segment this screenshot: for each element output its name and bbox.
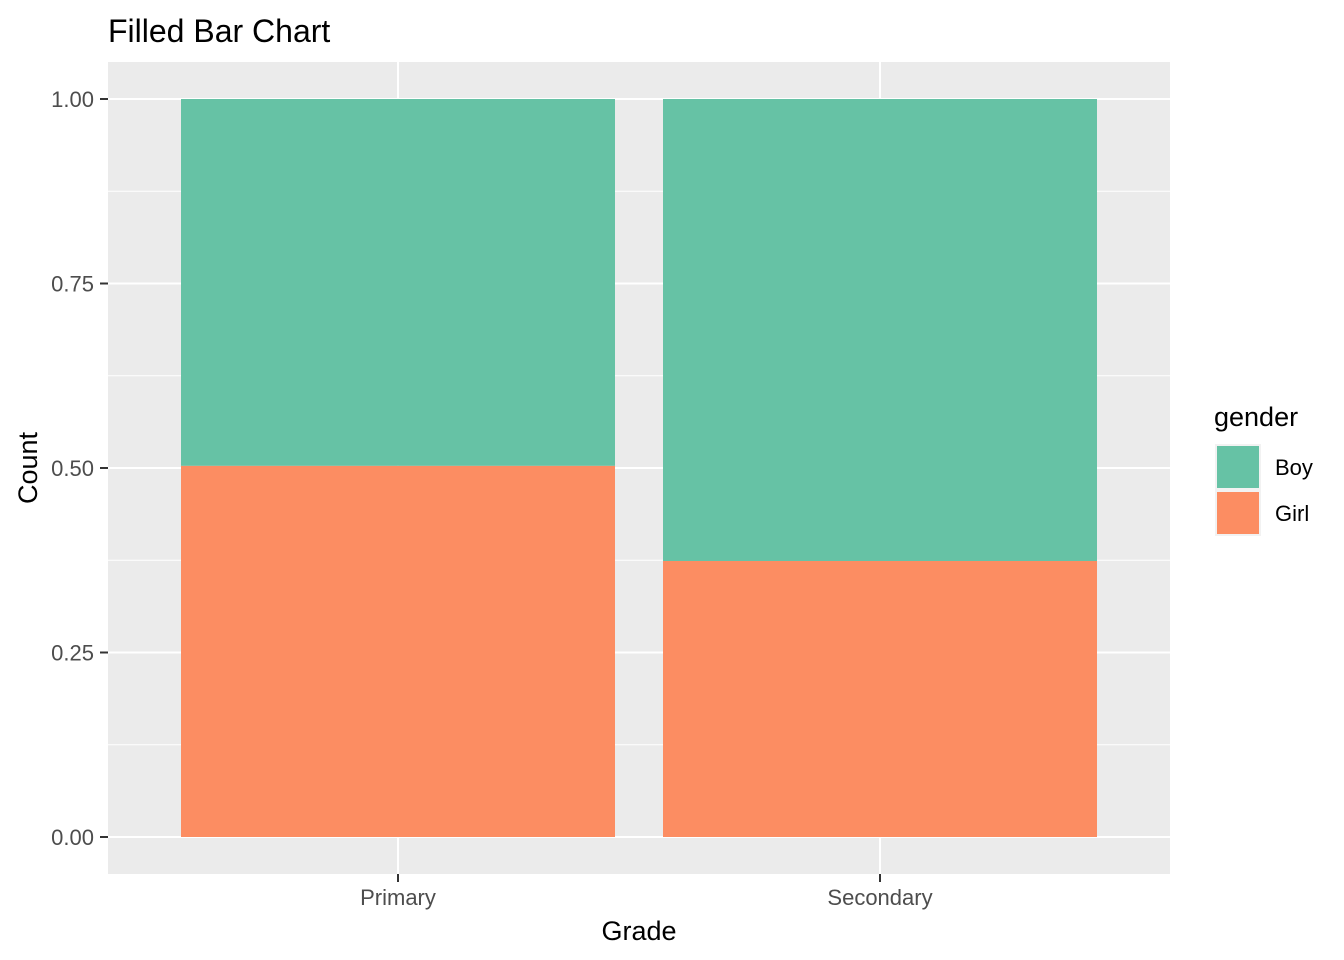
y-tick-label: 1.00 bbox=[51, 87, 94, 112]
x-tick-label-primary: Primary bbox=[360, 885, 436, 910]
y-tick-label: 0.25 bbox=[51, 641, 94, 666]
x-axis: Primary Secondary bbox=[360, 874, 933, 910]
chart-title: Filled Bar Chart bbox=[108, 13, 330, 49]
bar-secondary-boy bbox=[663, 99, 1097, 561]
bar-primary-girl bbox=[181, 465, 615, 837]
bar-secondary-girl bbox=[663, 560, 1097, 837]
legend-swatch-girl bbox=[1217, 492, 1259, 534]
bar-stack-group bbox=[181, 99, 1097, 837]
legend-label-boy: Boy bbox=[1275, 455, 1313, 480]
y-tick-label: 0.00 bbox=[51, 825, 94, 850]
legend-swatch-boy bbox=[1217, 446, 1259, 488]
x-axis-title: Grade bbox=[601, 916, 676, 946]
bar-primary-boy bbox=[181, 99, 615, 466]
y-axis: 0.00 0.25 0.50 0.75 1.00 bbox=[51, 87, 108, 850]
y-tick-label: 0.50 bbox=[51, 456, 94, 481]
legend-label-girl: Girl bbox=[1275, 501, 1309, 526]
legend-title: gender bbox=[1214, 402, 1298, 432]
y-tick-label: 0.75 bbox=[51, 272, 94, 297]
legend: gender Boy Girl bbox=[1214, 402, 1313, 536]
x-tick-label-secondary: Secondary bbox=[827, 885, 932, 910]
y-axis-title: Count bbox=[13, 431, 43, 504]
